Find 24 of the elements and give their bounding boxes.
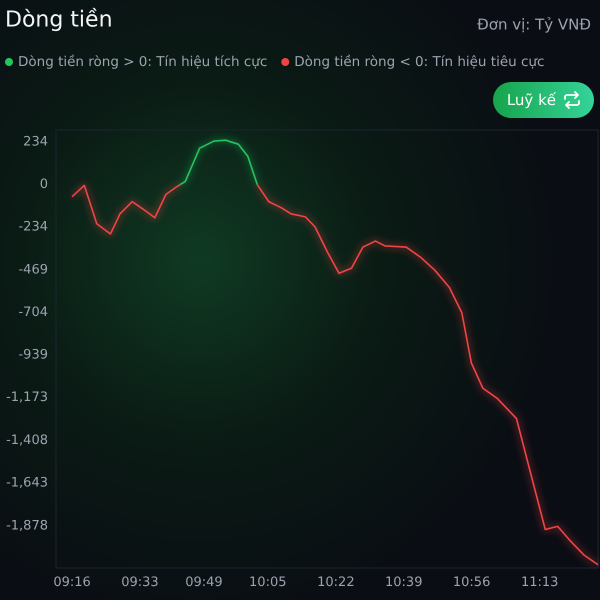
x-tick-label: 10:05 — [249, 575, 286, 590]
x-tick-label: 09:16 — [53, 575, 91, 590]
text: Luỹ kế — [506, 91, 556, 109]
y-tick-label: 0 — [40, 177, 48, 192]
chart-title: Dòng tiền — [5, 8, 113, 32]
line-series — [179, 139, 258, 186]
legend-label: Dòng tiền ròng > 0: Tín hiệu tích cực — [18, 54, 268, 70]
x-tick-label: 09:33 — [121, 575, 159, 590]
y-tick-label: 234 — [23, 134, 48, 150]
text: Đơn vị: Tỷ VNĐ — [477, 16, 592, 34]
x-tick-label: 10:56 — [452, 575, 490, 590]
x-tick-label: 10:22 — [317, 575, 355, 590]
y-tick-label: -469 — [18, 262, 48, 278]
x-tick-label: 11:13 — [520, 575, 558, 590]
y-tick-label: -704 — [18, 304, 48, 320]
y-tick-label: -1,173 — [6, 390, 48, 406]
x-tick-label: 09:49 — [185, 575, 223, 590]
legend-label: Dòng tiền ròng < 0: Tín hiệu tiêu cực — [294, 54, 544, 70]
y-tick-label: -1,878 — [6, 518, 48, 534]
y-tick-label: -1,408 — [6, 432, 48, 448]
x-tick-label: 10:39 — [385, 575, 422, 590]
y-tick-label: -234 — [18, 220, 48, 235]
y-tick-label: -939 — [18, 348, 48, 363]
y-tick-label: -1,643 — [6, 476, 48, 491]
